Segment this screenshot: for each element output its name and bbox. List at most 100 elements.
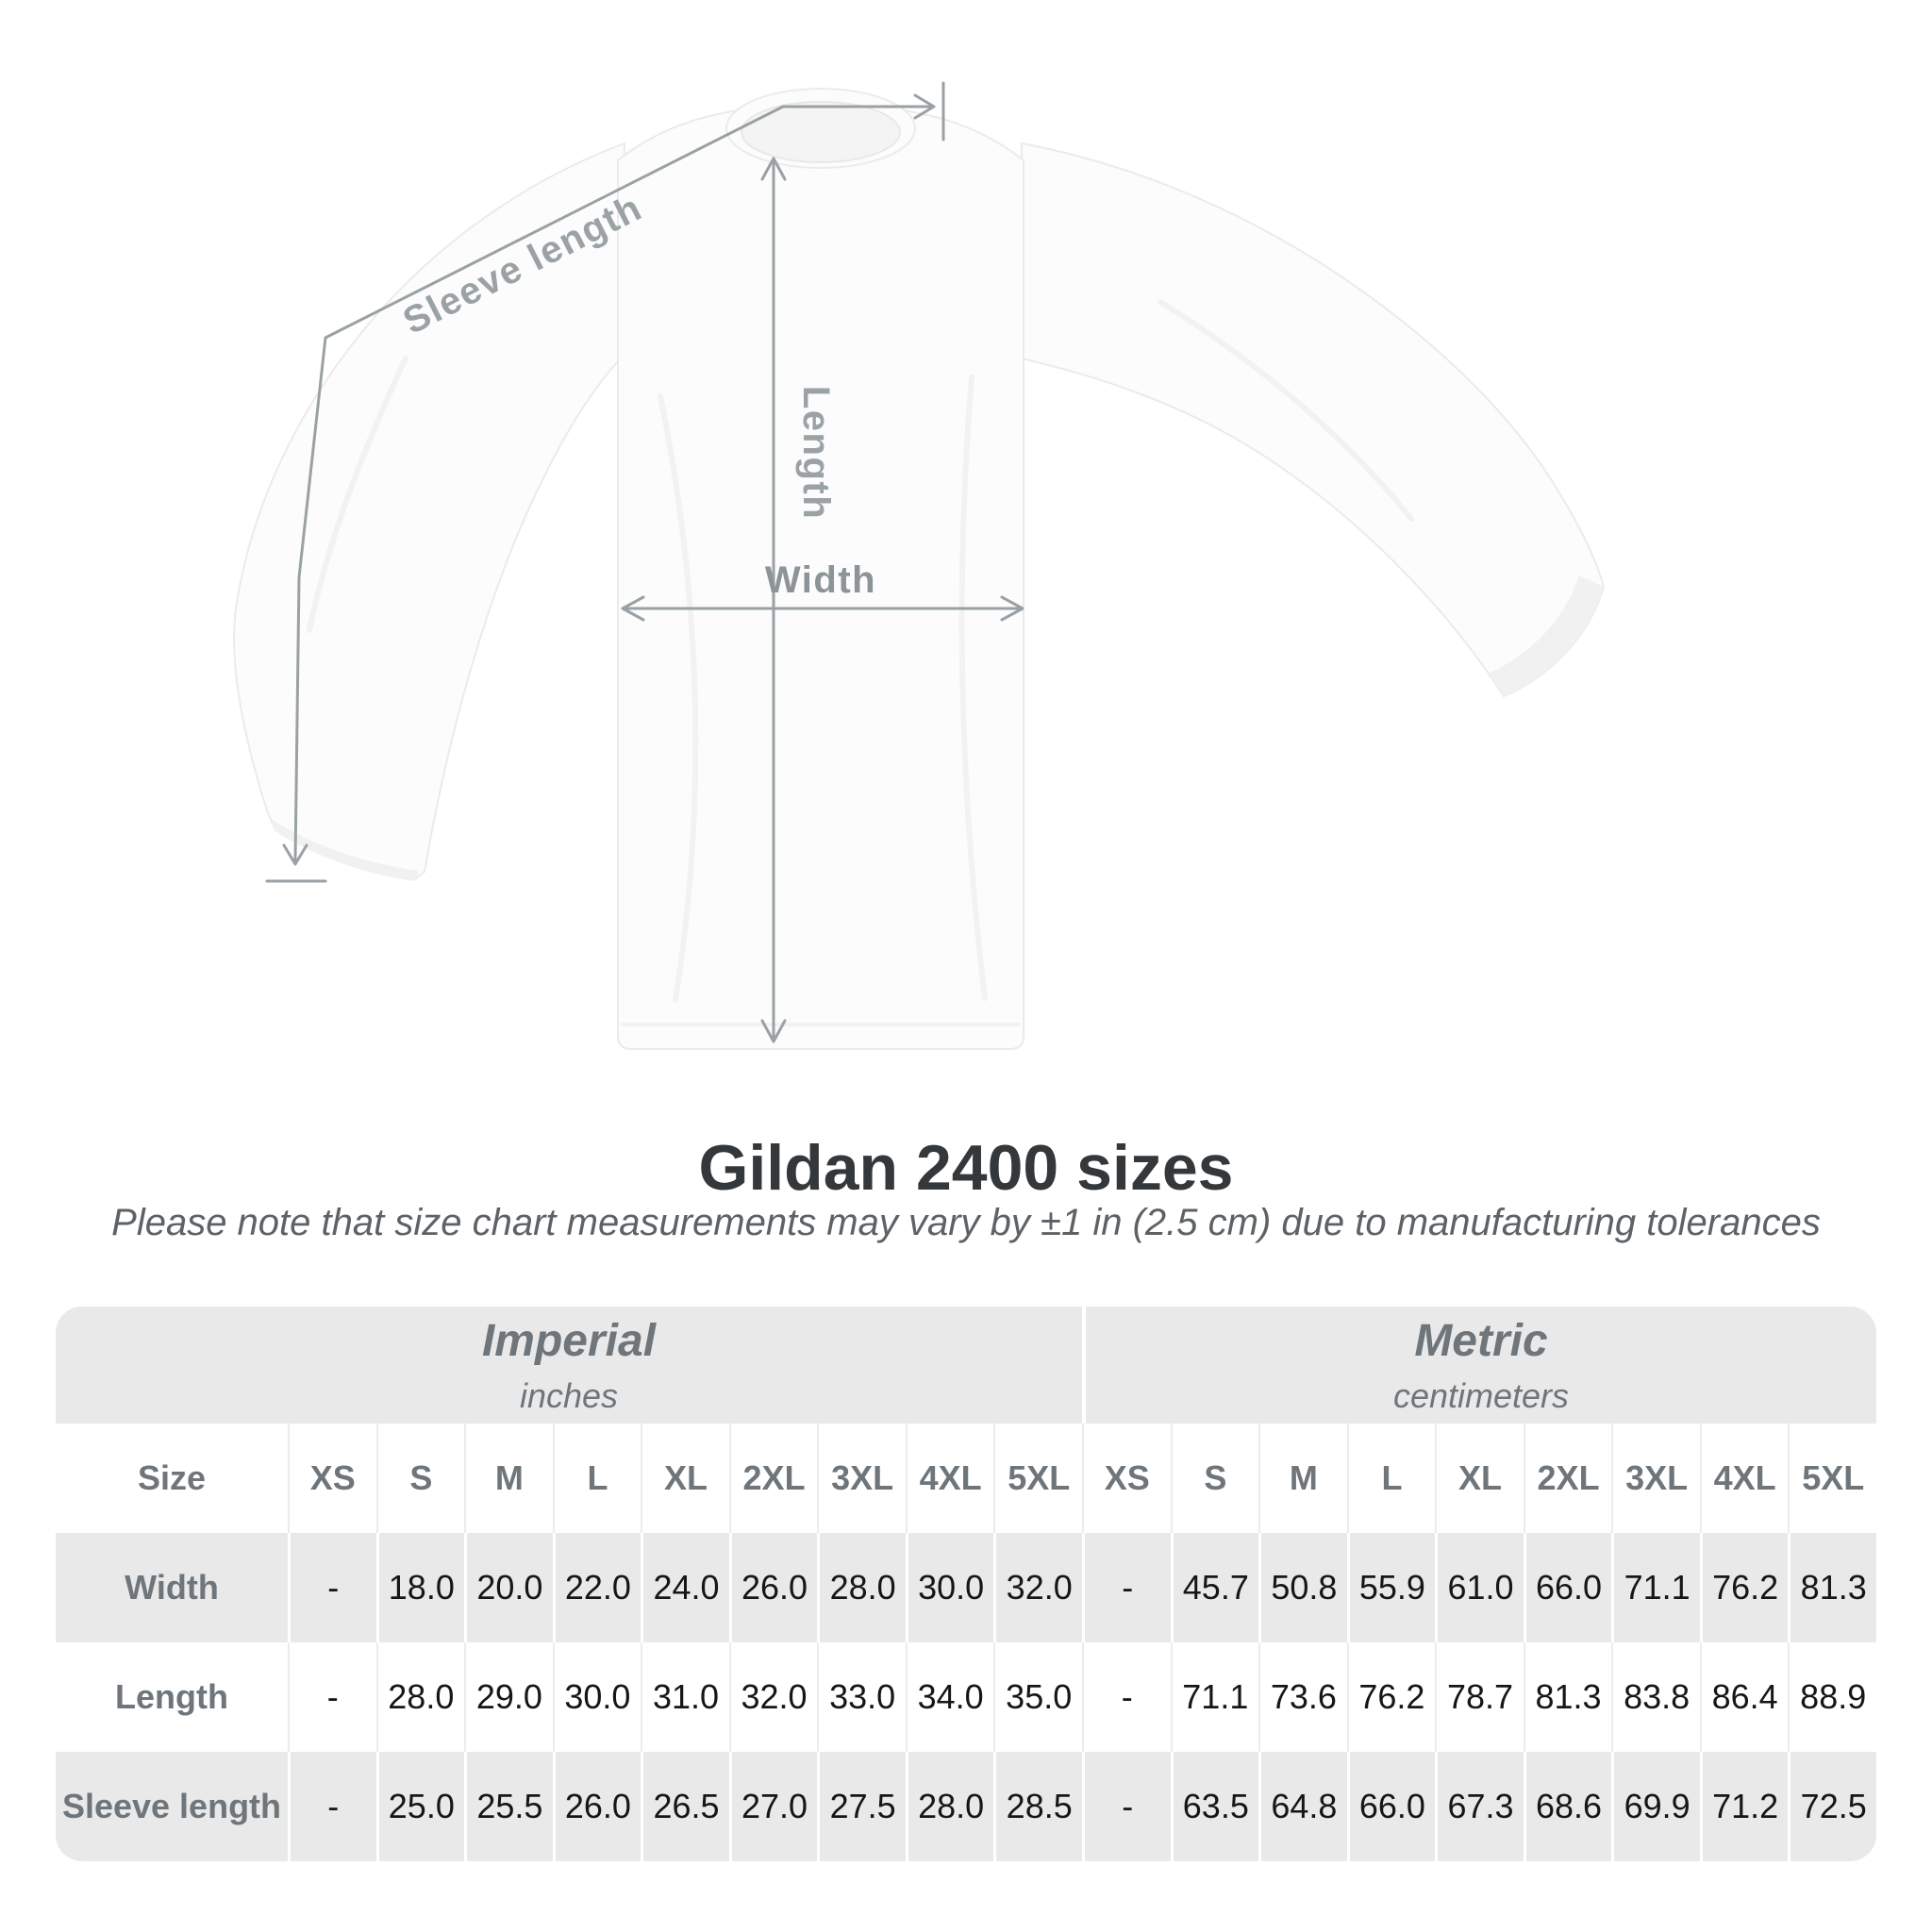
value-cell: 26.5 xyxy=(641,1752,729,1861)
value-cell: 32.0 xyxy=(728,1642,818,1752)
value-cell: 32.0 xyxy=(993,1533,1082,1642)
value-cell: 71.2 xyxy=(1699,1752,1789,1861)
size-column-header: Size xyxy=(56,1424,288,1533)
value-cell: - xyxy=(1082,1533,1171,1642)
metric-size-header-cell: 3XL xyxy=(1611,1424,1700,1533)
shirt-left-sleeve xyxy=(233,142,626,881)
value-cell: 86.4 xyxy=(1699,1642,1789,1752)
value-cell: 33.0 xyxy=(817,1642,906,1752)
metric-size-header-cell: L xyxy=(1346,1424,1436,1533)
shirt-collar-inner xyxy=(741,101,901,163)
value-cell: 25.0 xyxy=(375,1752,465,1861)
imperial-label: Imperial xyxy=(481,1315,657,1366)
value-cell: 45.7 xyxy=(1170,1533,1259,1642)
value-cell: 26.0 xyxy=(552,1752,641,1861)
value-cell: 26.0 xyxy=(728,1533,818,1642)
value-cell: 78.7 xyxy=(1435,1642,1524,1752)
value-cell: 22.0 xyxy=(552,1533,641,1642)
value-cell: 72.5 xyxy=(1788,1752,1876,1861)
value-cell: 50.8 xyxy=(1258,1533,1347,1642)
value-cell: 76.2 xyxy=(1699,1533,1789,1642)
imperial-size-header-cell: L xyxy=(552,1424,641,1533)
shirt-body xyxy=(617,102,1024,1050)
value-cell: 64.8 xyxy=(1258,1752,1347,1861)
value-cell: - xyxy=(288,1752,376,1861)
shirt-diagram: Sleeve length Length Width xyxy=(233,81,1606,1050)
shirt-right-cuff xyxy=(1489,575,1604,696)
imperial-unit-label: inches xyxy=(519,1375,619,1415)
value-cell: 81.3 xyxy=(1788,1533,1876,1642)
length-label: Length xyxy=(795,386,837,520)
imperial-band: Imperial inches xyxy=(56,1307,1082,1424)
value-cell: 34.0 xyxy=(905,1642,994,1752)
sleeve-length-line xyxy=(293,105,934,862)
imperial-size-header-cell: 4XL xyxy=(905,1424,994,1533)
value-cell: 27.0 xyxy=(728,1752,818,1861)
value-cell: 31.0 xyxy=(641,1642,729,1752)
value-cell: 30.0 xyxy=(552,1642,641,1752)
value-cell: 28.0 xyxy=(375,1642,465,1752)
length-arrow-down-icon xyxy=(760,1019,787,1043)
metric-size-header-cell: 2XL xyxy=(1523,1424,1612,1533)
imperial-size-header-cell: 5XL xyxy=(993,1424,1082,1533)
width-label: Width xyxy=(765,559,876,601)
value-cell: 67.3 xyxy=(1435,1752,1524,1861)
page-title: Gildan 2400 sizes xyxy=(698,1132,1234,1204)
imperial-size-header-cell: M xyxy=(464,1424,553,1533)
imperial-size-header-cell: 3XL xyxy=(817,1424,906,1533)
metric-size-header-cell: 4XL xyxy=(1699,1424,1789,1533)
value-cell: 29.0 xyxy=(464,1642,553,1752)
metric-unit-label: centimeters xyxy=(1392,1375,1570,1415)
width-arrow-right-icon xyxy=(1000,595,1024,622)
imperial-size-header-cell: XS xyxy=(288,1424,376,1533)
value-cell: 28.0 xyxy=(905,1752,994,1861)
value-cell: 66.0 xyxy=(1523,1533,1612,1642)
row-label: Width xyxy=(56,1533,288,1642)
shirt-right-sleeve xyxy=(1021,142,1606,698)
imperial-size-header-cell: S xyxy=(375,1424,465,1533)
shirt-left-cuff xyxy=(272,819,419,881)
value-cell: 63.5 xyxy=(1170,1752,1259,1861)
shirt-fold-lines xyxy=(307,299,1414,1026)
size-table: Imperial inches Metric centimeters Size X… xyxy=(56,1307,1876,1861)
measurement-lines xyxy=(265,81,1024,1043)
value-cell: 88.9 xyxy=(1788,1642,1876,1752)
value-cell: 68.6 xyxy=(1523,1752,1612,1861)
value-cell: 71.1 xyxy=(1170,1642,1259,1752)
value-cell: 20.0 xyxy=(464,1533,553,1642)
metric-size-header-cell: S xyxy=(1170,1424,1259,1533)
metric-size-header-cell: 5XL xyxy=(1788,1424,1876,1533)
metric-size-header-cell: M xyxy=(1258,1424,1347,1533)
width-arrow-left-icon xyxy=(621,595,645,622)
row-label: Length xyxy=(56,1642,288,1752)
sleeve-arrow-right-icon xyxy=(913,93,936,120)
value-cell: 55.9 xyxy=(1346,1533,1436,1642)
value-cell: 61.0 xyxy=(1435,1533,1524,1642)
metric-size-header-cell: XS xyxy=(1082,1424,1171,1533)
value-cell: 24.0 xyxy=(641,1533,729,1642)
value-cell: - xyxy=(288,1533,376,1642)
value-cell: 73.6 xyxy=(1258,1642,1347,1752)
value-cell: 30.0 xyxy=(905,1533,994,1642)
value-cell: 69.9 xyxy=(1611,1752,1700,1861)
value-cell: 18.0 xyxy=(375,1533,465,1642)
value-cell: 27.5 xyxy=(817,1752,906,1861)
value-cell: 35.0 xyxy=(993,1642,1082,1752)
value-cell: 71.1 xyxy=(1611,1533,1700,1642)
imperial-size-header-cell: XL xyxy=(641,1424,729,1533)
value-cell: - xyxy=(1082,1642,1171,1752)
value-cell: 76.2 xyxy=(1346,1642,1436,1752)
imperial-size-header-cell: 2XL xyxy=(728,1424,818,1533)
value-cell: 28.5 xyxy=(993,1752,1082,1861)
value-cell: - xyxy=(1082,1752,1171,1861)
length-arrow-up-icon xyxy=(760,157,787,181)
page-subtitle: Please note that size chart measurements… xyxy=(111,1202,1821,1243)
metric-band: Metric centimeters xyxy=(1082,1307,1876,1424)
metric-label: Metric xyxy=(1414,1315,1548,1366)
value-cell: 28.0 xyxy=(817,1533,906,1642)
value-cell: - xyxy=(288,1642,376,1752)
value-cell: 81.3 xyxy=(1523,1642,1612,1752)
value-cell: 83.8 xyxy=(1611,1642,1700,1752)
sleeve-arrow-down-icon xyxy=(282,843,308,866)
